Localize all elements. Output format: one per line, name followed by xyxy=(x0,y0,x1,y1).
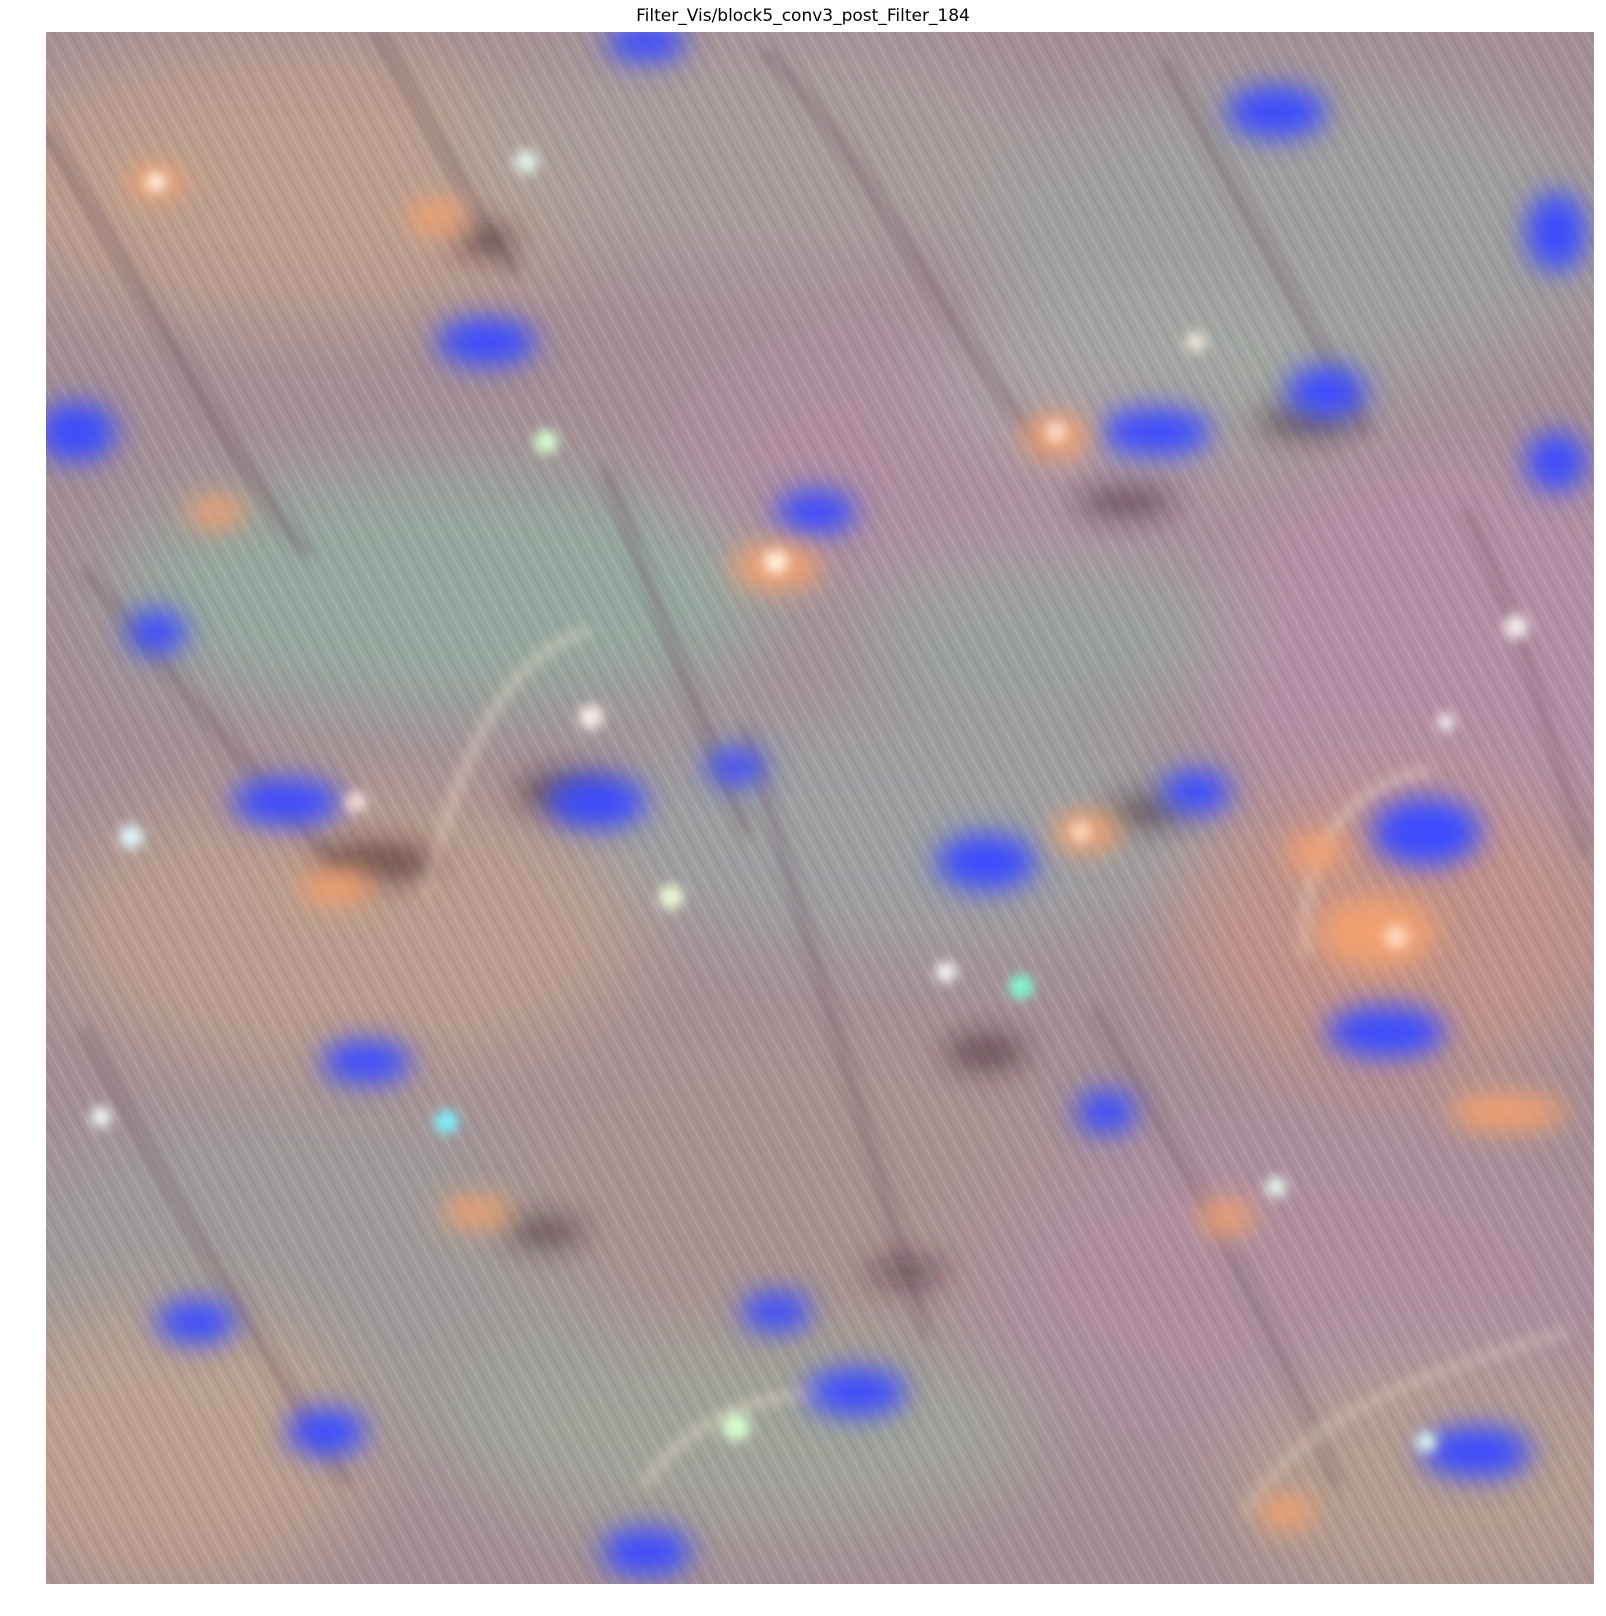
ridge-lines xyxy=(46,32,1591,1517)
specular-points xyxy=(91,150,1528,1452)
figure-title: Filter_Vis/block5_conv3_post_Filter_184 xyxy=(636,6,970,26)
dark-spots xyxy=(316,228,1356,1286)
blue-highlights xyxy=(46,32,1586,1576)
filter-visualization-image xyxy=(46,32,1594,1584)
filter-visualization-canvas xyxy=(46,32,1594,1584)
